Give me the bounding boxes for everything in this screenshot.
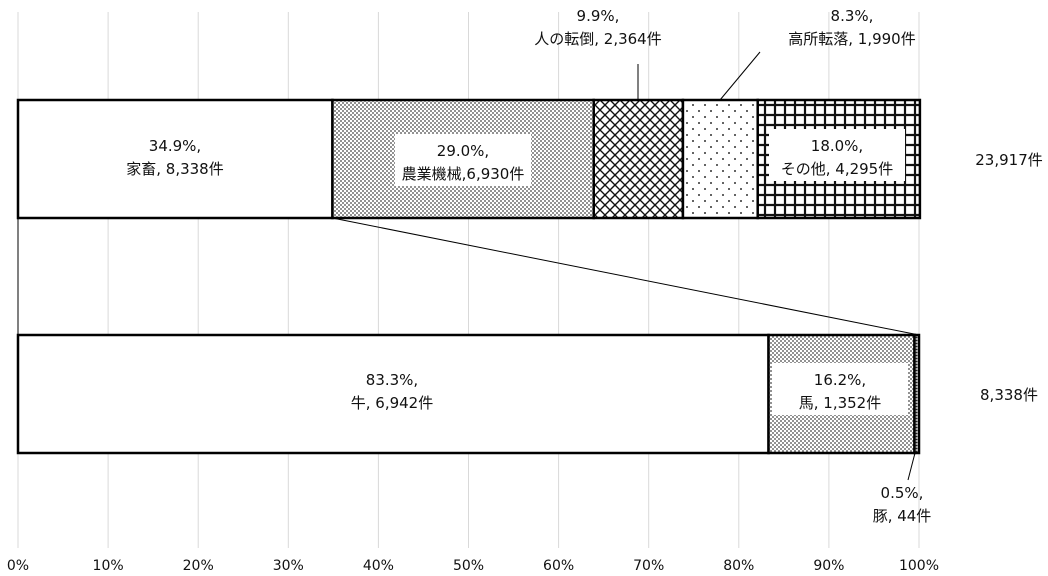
data-label-category: その他, 4,295件 [781,160,893,178]
x-tick-label: 70% [633,558,664,574]
x-tick-label: 90% [813,558,844,574]
data-label-category: 農業機械,6,930件 [402,165,525,183]
data-label-category: 牛, 6,942件 [351,394,433,412]
x-tick-label: 10% [93,558,124,574]
data-label-percent: 8.3%, [831,7,874,25]
data-label-background [769,129,905,181]
data-label-percent: 9.9%, [577,7,620,25]
connector-line-right [332,217,920,336]
bar-segment-豚 [913,333,921,455]
data-label-percent: 16.2%, [814,371,866,389]
bar-segment-高所転落 [681,98,759,220]
x-tick-label: 50% [453,558,484,574]
x-tick-label: 20% [183,558,214,574]
gridlines [17,12,920,548]
data-label-percent: 18.0%, [811,137,863,155]
data-label-category: 豚, 44件 [873,507,932,525]
bar-segment-家畜 [16,98,334,220]
bars [16,98,922,455]
bar-segment-牛 [16,333,770,455]
data-label-percent: 29.0%, [437,142,489,160]
data-label-background [772,363,908,415]
data-label-category: 馬, 1,352件 [799,394,881,412]
leader-line [907,452,916,481]
data-label-category: 高所転落, 1,990件 [788,30,915,48]
data-label-percent: 0.5%, [881,484,924,502]
x-axis: 0% 10% 20% 30% 40% 50% 60% 70% 80% 90% 100% [7,558,939,574]
bar-total-label: 23,917件 [975,151,1043,169]
leader-line [719,51,761,101]
data-label-background [395,134,531,186]
data-label-category: 人の転倒, 2,364件 [534,30,661,48]
bar-total-label: 8,338件 [980,386,1038,404]
x-tick-label: 0% [7,558,29,574]
data-label-category: 家畜, 8,338件 [126,160,223,178]
data-label-percent: 83.3%, [366,371,418,389]
data-label-percent: 34.9%, [149,137,201,155]
x-tick-label: 30% [273,558,304,574]
x-tick-label: 40% [363,558,394,574]
annotations: 23,917件 8,338件 34.9%, 家畜, 8,338件 29.0%, 農業機械,… [17,7,1043,525]
x-tick-label: 80% [723,558,754,574]
x-tick-label: 100% [899,558,939,574]
bar-segment-人の転倒 [592,98,685,220]
x-tick-label: 60% [543,558,574,574]
